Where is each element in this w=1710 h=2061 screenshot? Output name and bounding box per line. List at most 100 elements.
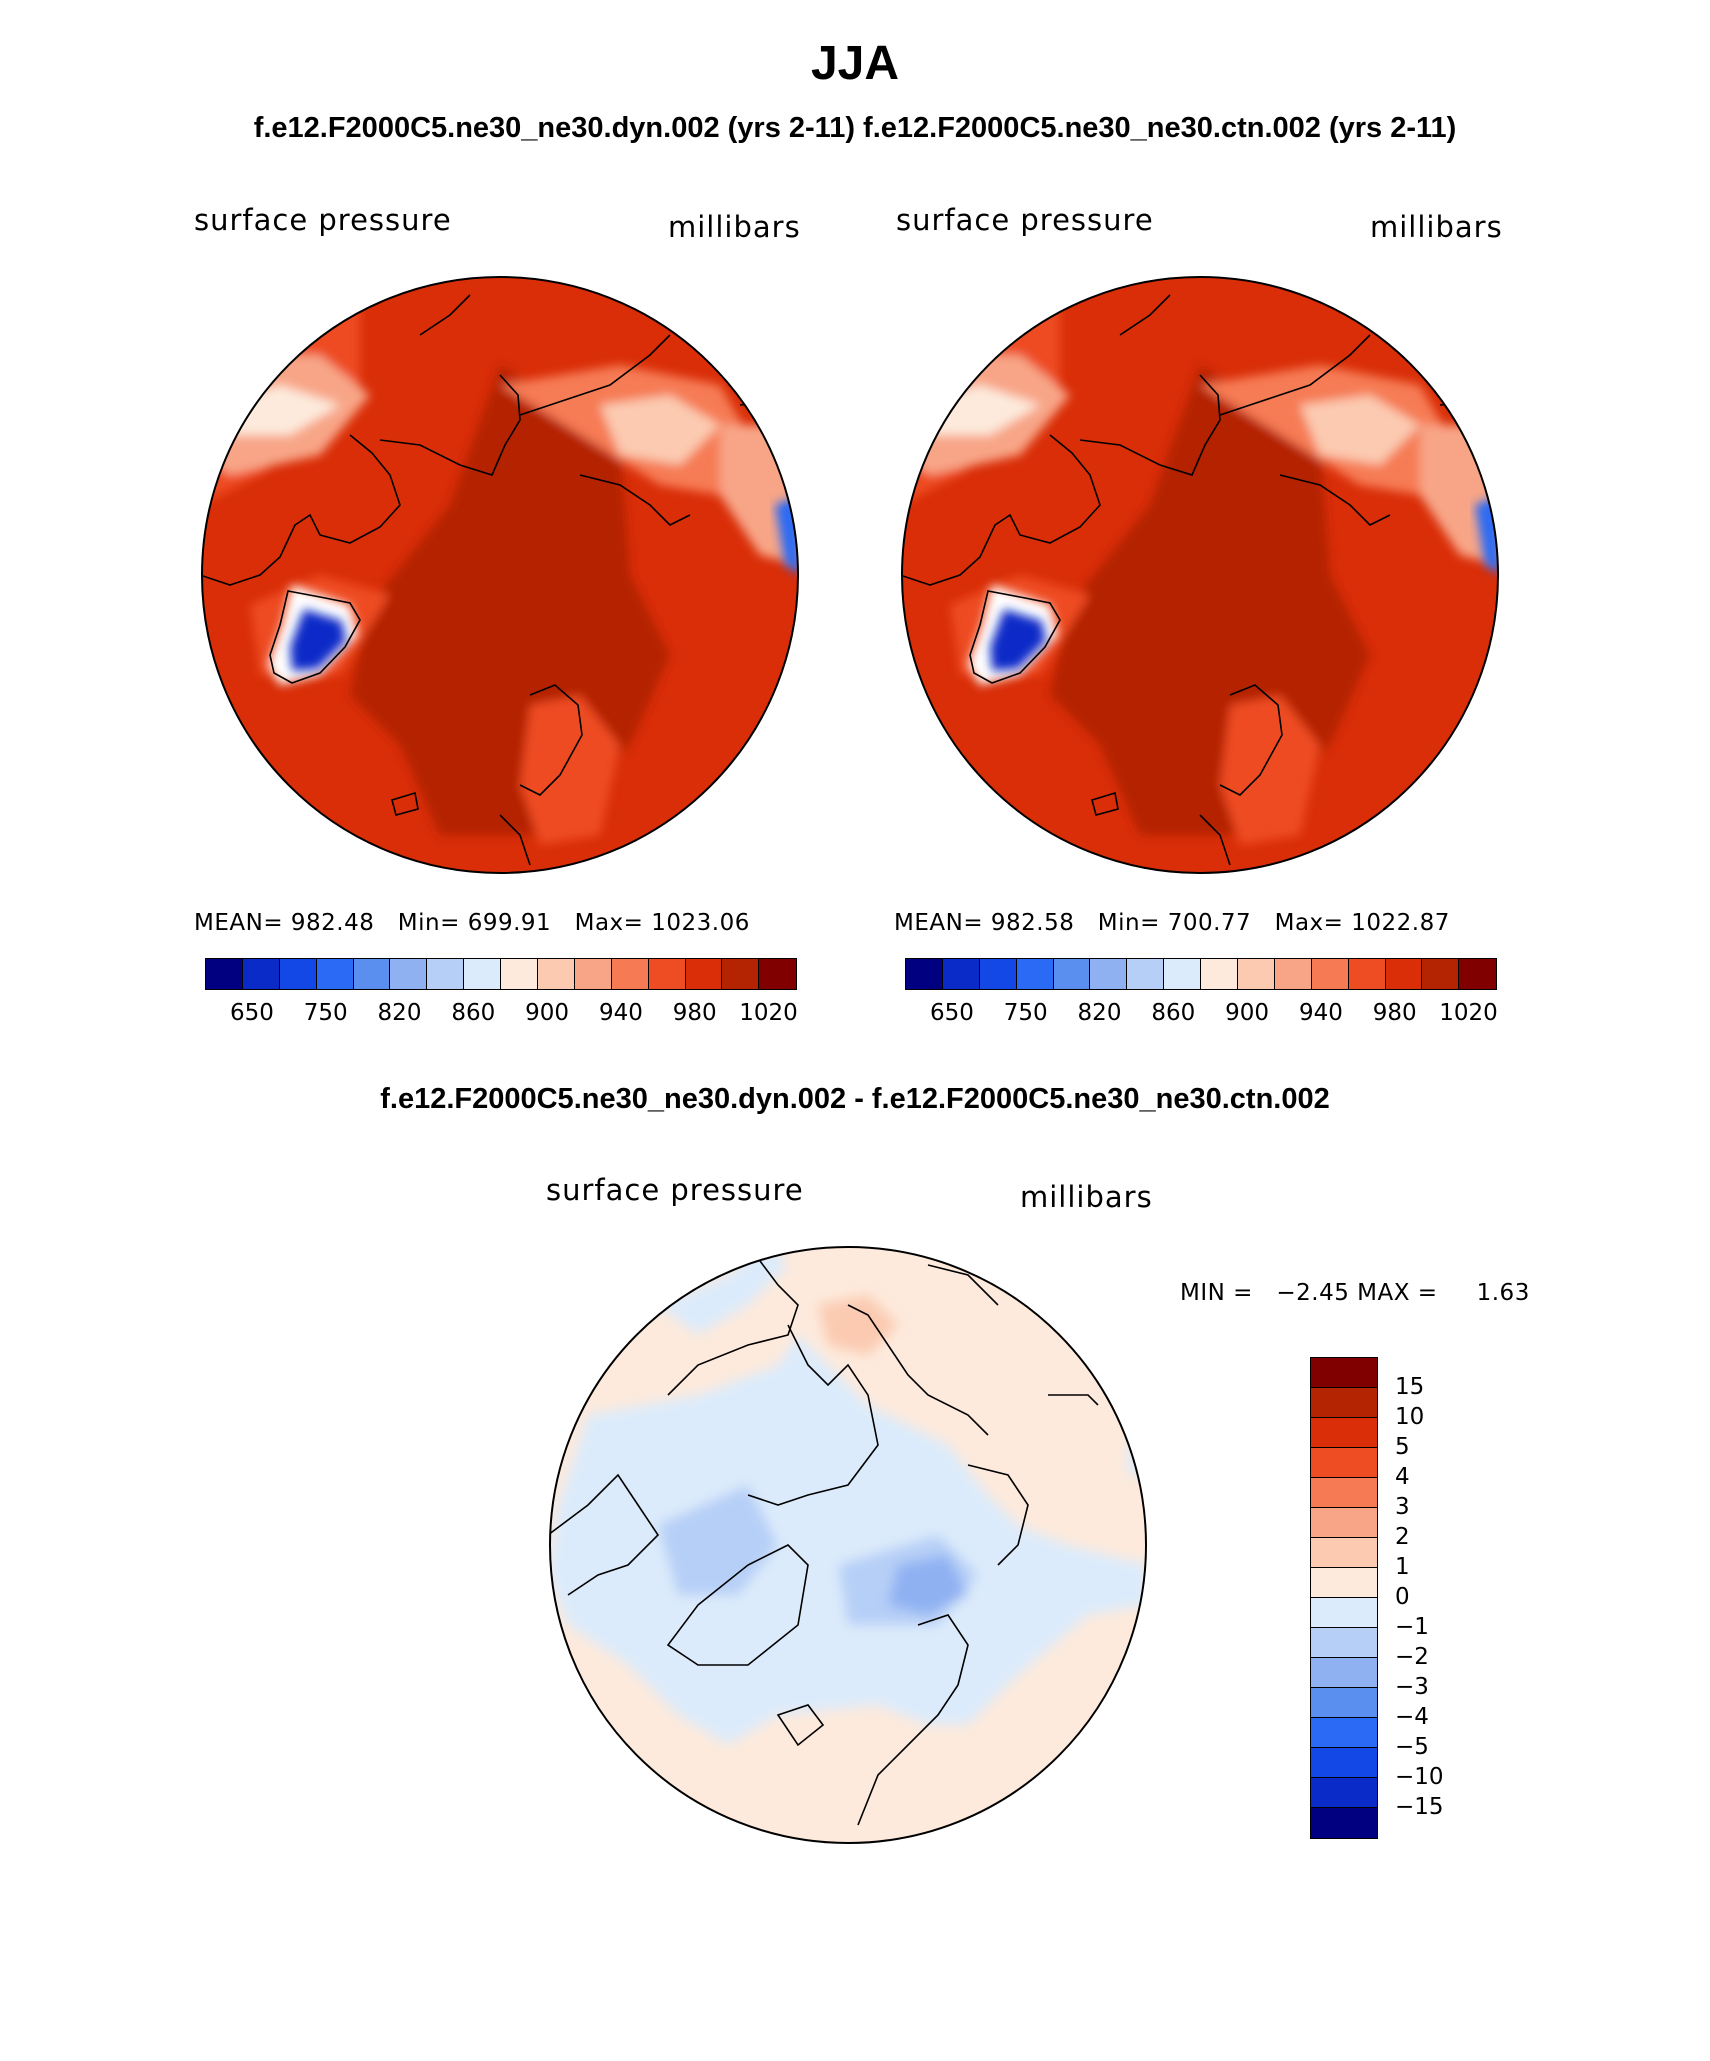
difference-colorbar-tick-10: −2 bbox=[1395, 1644, 1429, 1670]
difference-weak-negative bbox=[658, 1485, 778, 1595]
panel2-colorbar-box-8 bbox=[1164, 959, 1202, 989]
panel1-colorbar-box-8 bbox=[464, 959, 502, 989]
difference-colorbar-tick-15: −15 bbox=[1395, 1794, 1444, 1820]
difference-coastlines bbox=[550, 1247, 1099, 1826]
panel2-colorbar-tick-7: 980 bbox=[1372, 1000, 1417, 1026]
panel1-colorbar-box-4 bbox=[316, 959, 354, 989]
difference-colorbar-box-10 bbox=[1311, 1628, 1377, 1658]
panel2-colorbar-box-9 bbox=[1201, 959, 1239, 989]
difference-title: f.e12.F2000C5.ne30_ne30.dyn.002 - f.e12.… bbox=[380, 1083, 1330, 1115]
difference-colorbar-tick-8: 0 bbox=[1395, 1584, 1410, 1610]
difference-minimum bbox=[888, 1555, 968, 1615]
panel2-colorbar-box-7 bbox=[1127, 959, 1165, 989]
difference-colorbar-box-15 bbox=[1311, 1778, 1377, 1808]
panel1-colorbar-tick-7: 980 bbox=[672, 1000, 717, 1026]
difference-colorbar-tick-1: 15 bbox=[1395, 1374, 1425, 1400]
difference-colorbar-tick-7: 1 bbox=[1395, 1554, 1410, 1580]
panel1-colorbar-tick-2: 750 bbox=[303, 1000, 348, 1026]
panel1-colorbar-box-16 bbox=[759, 959, 797, 989]
panel2-colorbar-box-4 bbox=[1016, 959, 1054, 989]
difference-negative-region bbox=[550, 1335, 1146, 1745]
difference-colorbar-box-9 bbox=[1311, 1598, 1377, 1628]
panel2-coastlines bbox=[902, 294, 1476, 866]
panel1-colorbar-box-13 bbox=[648, 959, 686, 989]
panel1-colorbar-box-11 bbox=[574, 959, 612, 989]
difference-polar-map bbox=[549, 1246, 1147, 1844]
panel1-colorbar-box-15 bbox=[722, 959, 760, 989]
difference-negative-north bbox=[658, 1247, 788, 1335]
difference-colorbar-box-4 bbox=[1311, 1448, 1377, 1478]
panel2-rockies-light bbox=[1300, 395, 1420, 465]
panel2-colorbar-box-6 bbox=[1090, 959, 1128, 989]
panel1-colorbar-box-14 bbox=[685, 959, 723, 989]
panel1-colorbar-box-3 bbox=[279, 959, 317, 989]
panel2-colorbar-tick-8: 1020 bbox=[1439, 1000, 1498, 1026]
panel1-variable-label: surface pressure bbox=[194, 203, 452, 237]
panel1-small-low bbox=[224, 397, 242, 413]
difference-colorbar-tick-5: 3 bbox=[1395, 1494, 1410, 1520]
panel1-colorbar-tick-3: 820 bbox=[377, 1000, 422, 1026]
difference-colorbar bbox=[1310, 1357, 1378, 1839]
panel2-colorbar-box-12 bbox=[1311, 959, 1349, 989]
difference-colorbar-box-16 bbox=[1311, 1808, 1377, 1838]
panel2-colorbar-box-10 bbox=[1238, 959, 1275, 989]
panel2-colorbar-tick-1: 650 bbox=[929, 1000, 974, 1026]
panel2-colorbar-box-2 bbox=[942, 959, 980, 989]
panel2-colorbar-box-11 bbox=[1274, 959, 1312, 989]
difference-negative-east bbox=[1128, 1435, 1146, 1475]
panel1-stats: MEAN= 982.48 Min= 699.91 Max= 1023.06 bbox=[194, 910, 750, 936]
panel1-units-label: millibars bbox=[668, 210, 801, 244]
difference-colorbar-box-12 bbox=[1311, 1688, 1377, 1718]
panel1-colorbar-box-12 bbox=[611, 959, 649, 989]
panel2-colorbar-box-5 bbox=[1053, 959, 1091, 989]
difference-colorbar-box-14 bbox=[1311, 1748, 1377, 1778]
panel2-stats: MEAN= 982.58 Min= 700.77 Max= 1022.87 bbox=[894, 910, 1450, 936]
difference-variable-label: surface pressure bbox=[546, 1173, 804, 1207]
panel2-colorbar-tick-4: 860 bbox=[1151, 1000, 1196, 1026]
panel2-colorbar-box-16 bbox=[1459, 959, 1497, 989]
difference-colorbar-box-3 bbox=[1311, 1418, 1377, 1448]
panel2-colorbar-box-3 bbox=[979, 959, 1017, 989]
panel2-colorbar-tick-6: 940 bbox=[1298, 1000, 1343, 1026]
panel1-polar-map bbox=[201, 276, 799, 874]
difference-maximum bbox=[818, 1295, 898, 1355]
panel1-colorbar-box-5 bbox=[353, 959, 391, 989]
panel2-units-label: millibars bbox=[1370, 210, 1503, 244]
panel2-small-low bbox=[924, 397, 942, 413]
difference-colorbar-tick-12: −4 bbox=[1395, 1704, 1429, 1730]
panel1-map-border bbox=[201, 276, 799, 874]
panel2-map-border bbox=[901, 276, 1499, 874]
panel2-greenland-ice bbox=[990, 609, 1046, 671]
panel1-colorbar-box-7 bbox=[427, 959, 465, 989]
difference-colorbar-box-8 bbox=[1311, 1568, 1377, 1598]
panel2-colorbar bbox=[905, 958, 1498, 990]
panel1-colorbar-box-6 bbox=[390, 959, 428, 989]
panel2-colorbar-box-13 bbox=[1348, 959, 1386, 989]
difference-colorbar-box-6 bbox=[1311, 1508, 1377, 1538]
panel2-colorbar-box-1 bbox=[906, 959, 943, 989]
panel2-colorbar-tick-5: 900 bbox=[1225, 1000, 1270, 1026]
difference-colorbar-tick-3: 5 bbox=[1395, 1434, 1410, 1460]
panel2-variable-label: surface pressure bbox=[896, 203, 1154, 237]
panel1-colorbar-box-9 bbox=[501, 959, 539, 989]
panel1-colorbar-box-2 bbox=[242, 959, 280, 989]
difference-colorbar-box-13 bbox=[1311, 1718, 1377, 1748]
panel1-scandinavia bbox=[520, 695, 620, 845]
difference-units-label: millibars bbox=[1020, 1180, 1153, 1214]
panel2-maximum-corner bbox=[902, 277, 990, 365]
panel2-colorbar-tick-3: 820 bbox=[1077, 1000, 1122, 1026]
difference-map-border bbox=[549, 1246, 1147, 1844]
difference-colorbar-tick-11: −3 bbox=[1395, 1674, 1429, 1700]
panel1-colorbar-tick-6: 940 bbox=[598, 1000, 643, 1026]
panel2-colorbar-box-14 bbox=[1385, 959, 1423, 989]
panel1-maximum-corner bbox=[202, 277, 290, 365]
difference-colorbar-tick-4: 4 bbox=[1395, 1464, 1410, 1490]
panel1-colorbar-box-1 bbox=[206, 959, 243, 989]
panel2-colorbar-tick-2: 750 bbox=[1003, 1000, 1048, 1026]
panel1-colorbar bbox=[205, 958, 798, 990]
difference-colorbar-box-5 bbox=[1311, 1478, 1377, 1508]
panel2-polar-map bbox=[901, 276, 1499, 874]
panel1-colorbar-tick-1: 650 bbox=[229, 1000, 274, 1026]
difference-colorbar-box-7 bbox=[1311, 1538, 1377, 1568]
panel1-greenland-ice bbox=[290, 609, 346, 671]
